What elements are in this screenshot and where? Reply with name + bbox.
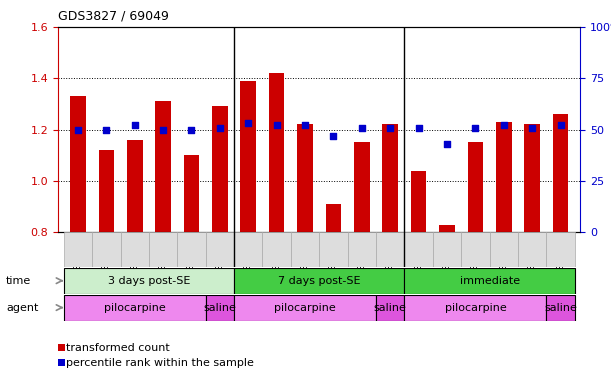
Bar [149,232,177,267]
Text: pilocarpine: pilocarpine [274,303,336,313]
Bar [70,96,86,232]
Point [101,126,111,132]
Text: saline: saline [203,303,236,313]
Text: pilocarpine: pilocarpine [104,303,166,313]
Point [414,124,423,131]
Bar [269,73,285,232]
Bar [489,232,518,267]
Bar [98,150,114,232]
Bar [320,232,348,267]
Point [442,141,452,147]
Bar [496,122,511,232]
Bar [376,295,404,321]
Point [470,124,480,131]
Point [357,124,367,131]
Bar [263,232,291,267]
Bar [546,232,575,267]
Point [386,124,395,131]
Bar [376,232,404,267]
Point [499,122,509,129]
Bar [206,295,234,321]
Point [329,133,338,139]
Text: saline: saline [374,303,407,313]
Text: 7 days post-SE: 7 days post-SE [278,276,360,286]
Point [158,126,168,132]
Text: percentile rank within the sample: percentile rank within the sample [66,358,254,368]
Bar [467,142,483,232]
Point [73,126,83,132]
Bar [524,124,540,232]
Bar [64,295,206,321]
Bar [404,295,546,321]
Bar [184,155,199,232]
Point [215,124,225,131]
Bar [297,124,313,232]
Bar [348,232,376,267]
Bar [155,101,171,232]
Point [555,122,565,129]
Bar [382,124,398,232]
Bar [64,268,234,294]
Text: transformed count: transformed count [66,343,169,353]
Point [300,122,310,129]
Point [243,120,253,126]
Bar [461,232,489,267]
Point [130,122,139,129]
Bar [234,295,376,321]
Point [527,124,537,131]
Bar [404,268,575,294]
Bar [411,170,426,232]
Bar [212,106,228,232]
Text: pilocarpine: pilocarpine [445,303,507,313]
Point [272,122,282,129]
Bar [326,204,342,232]
Point [186,126,196,132]
Text: 3 days post-SE: 3 days post-SE [108,276,190,286]
Text: saline: saline [544,303,577,313]
Bar [553,114,568,232]
Bar [546,295,575,321]
Bar [354,142,370,232]
Text: GDS3827 / 69049: GDS3827 / 69049 [58,10,169,23]
Bar [518,232,546,267]
Bar [92,232,120,267]
Bar [291,232,320,267]
Bar [439,225,455,232]
Bar [206,232,234,267]
Bar [404,232,433,267]
Bar [120,232,149,267]
Bar [433,232,461,267]
Bar [64,232,92,267]
Bar [241,81,256,232]
Text: time: time [6,276,31,286]
Bar [234,268,404,294]
Text: agent: agent [6,303,38,313]
Bar [177,232,206,267]
Text: immediate: immediate [459,276,520,286]
Bar [234,232,263,267]
Bar [127,140,142,232]
